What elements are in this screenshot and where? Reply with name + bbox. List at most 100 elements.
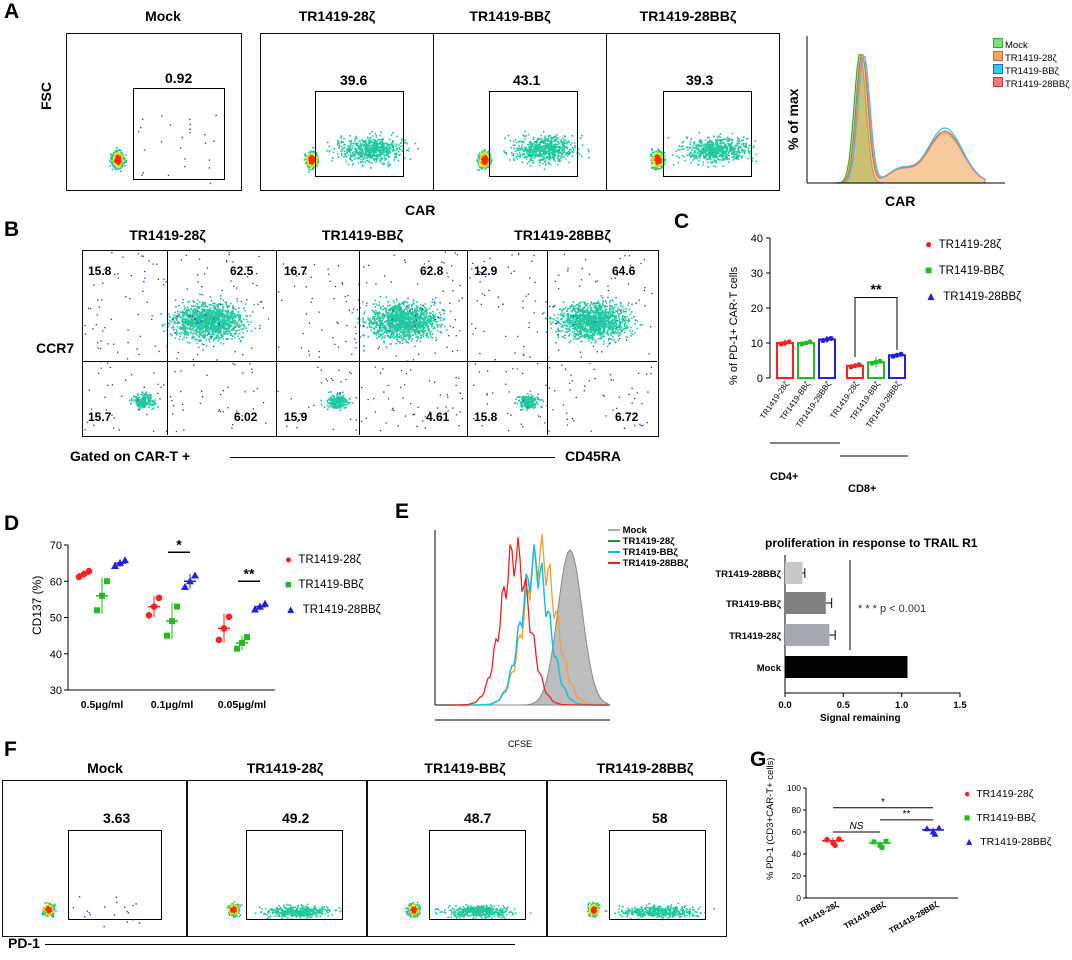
- event-dot: [532, 153, 535, 155]
- event-dot: [208, 167, 211, 169]
- event-dot: [404, 157, 406, 160]
- panel-b-ylabel: CCR7: [36, 340, 75, 356]
- event-dot: [695, 146, 698, 149]
- event-dot: [483, 162, 485, 164]
- event-dot: [222, 326, 224, 328]
- event-dot: [480, 167, 483, 169]
- event-dot: [218, 328, 220, 331]
- event-dot: [555, 138, 557, 141]
- event-dot: [311, 163, 314, 165]
- event-dot: [142, 118, 144, 120]
- event-dot: [525, 150, 528, 152]
- event-dot: [214, 313, 217, 315]
- event-dot: [253, 303, 255, 306]
- event-dot: [553, 158, 555, 160]
- event-dot: [563, 149, 565, 151]
- event-dot: [315, 153, 317, 156]
- event-dot: [226, 328, 228, 331]
- event-dot: [721, 145, 724, 148]
- event-dot: [196, 314, 199, 317]
- event-dot: [234, 324, 237, 327]
- event-dot: [217, 312, 220, 314]
- event-dot: [182, 310, 184, 313]
- event-dot: [234, 336, 236, 339]
- event-dot: [228, 312, 231, 314]
- event-dot: [349, 146, 351, 148]
- event-dot: [227, 314, 229, 317]
- event-dot: [377, 143, 380, 145]
- event-dot: [226, 312, 228, 314]
- event-dot: [381, 145, 384, 148]
- event-dot: [370, 151, 372, 153]
- event-dot: [566, 141, 569, 144]
- event-dot: [721, 152, 724, 155]
- event-dot: [118, 162, 120, 165]
- event-dot: [571, 155, 574, 157]
- event-dot: [540, 155, 542, 157]
- event-dot: [229, 319, 231, 321]
- event-dot: [725, 145, 727, 147]
- event-dot: [677, 148, 680, 151]
- event-dot: [705, 147, 707, 150]
- event-dot: [517, 148, 520, 150]
- event-dot: [675, 150, 678, 152]
- event-dot: [172, 317, 174, 319]
- event-dot: [711, 151, 714, 153]
- event-dot: [205, 339, 208, 341]
- event-dot: [328, 150, 331, 152]
- event-dot: [185, 322, 187, 325]
- event-dot: [549, 154, 552, 156]
- event-dot: [578, 153, 581, 156]
- event-dot: [230, 325, 232, 328]
- event-dot: [703, 148, 705, 150]
- event-dot: [726, 145, 728, 148]
- event-dot: [364, 161, 367, 164]
- event-dot: [212, 306, 215, 308]
- event-dot: [713, 149, 715, 152]
- event-dot: [572, 147, 575, 150]
- event-dot: [199, 320, 201, 322]
- event-dot: [204, 325, 206, 327]
- event-dot: [653, 160, 656, 162]
- event-dot: [115, 150, 118, 153]
- event-dot: [240, 320, 243, 322]
- event-dot: [199, 317, 201, 319]
- event-dot: [229, 324, 231, 327]
- event-dot: [229, 331, 231, 334]
- event-dot: [554, 151, 556, 154]
- event-dot: [209, 328, 212, 331]
- panel-a-gate-val-1: 0.92: [165, 70, 193, 86]
- event-dot: [184, 158, 186, 160]
- event-dot: [197, 316, 200, 319]
- event-dot: [523, 153, 525, 156]
- event-dot: [561, 148, 563, 151]
- event-dot: [369, 133, 371, 135]
- event-dot: [338, 147, 340, 149]
- event-dot: [713, 135, 716, 138]
- event-dot: [309, 169, 312, 171]
- event-dot: [552, 159, 555, 161]
- event-dot: [509, 159, 511, 161]
- event-dot: [535, 150, 538, 153]
- event-dot: [487, 155, 490, 157]
- event-dot: [331, 159, 333, 162]
- event-dot: [112, 160, 114, 163]
- event-dot: [187, 316, 190, 319]
- event-dot: [352, 151, 355, 153]
- event-dot: [349, 142, 352, 144]
- event-dot: [374, 140, 376, 142]
- event-dot: [522, 150, 525, 153]
- event-dot: [731, 156, 734, 158]
- event-dot: [390, 134, 393, 136]
- event-dot: [189, 319, 192, 322]
- event-dot: [724, 156, 727, 159]
- event-dot: [117, 161, 120, 163]
- event-dot: [361, 139, 364, 141]
- event-dot: [745, 143, 748, 145]
- event-dot: [189, 321, 191, 323]
- event-dot: [536, 145, 539, 148]
- event-dot: [182, 325, 185, 327]
- event-dot: [208, 310, 210, 313]
- event-dot: [208, 318, 211, 321]
- event-dot: [482, 164, 485, 166]
